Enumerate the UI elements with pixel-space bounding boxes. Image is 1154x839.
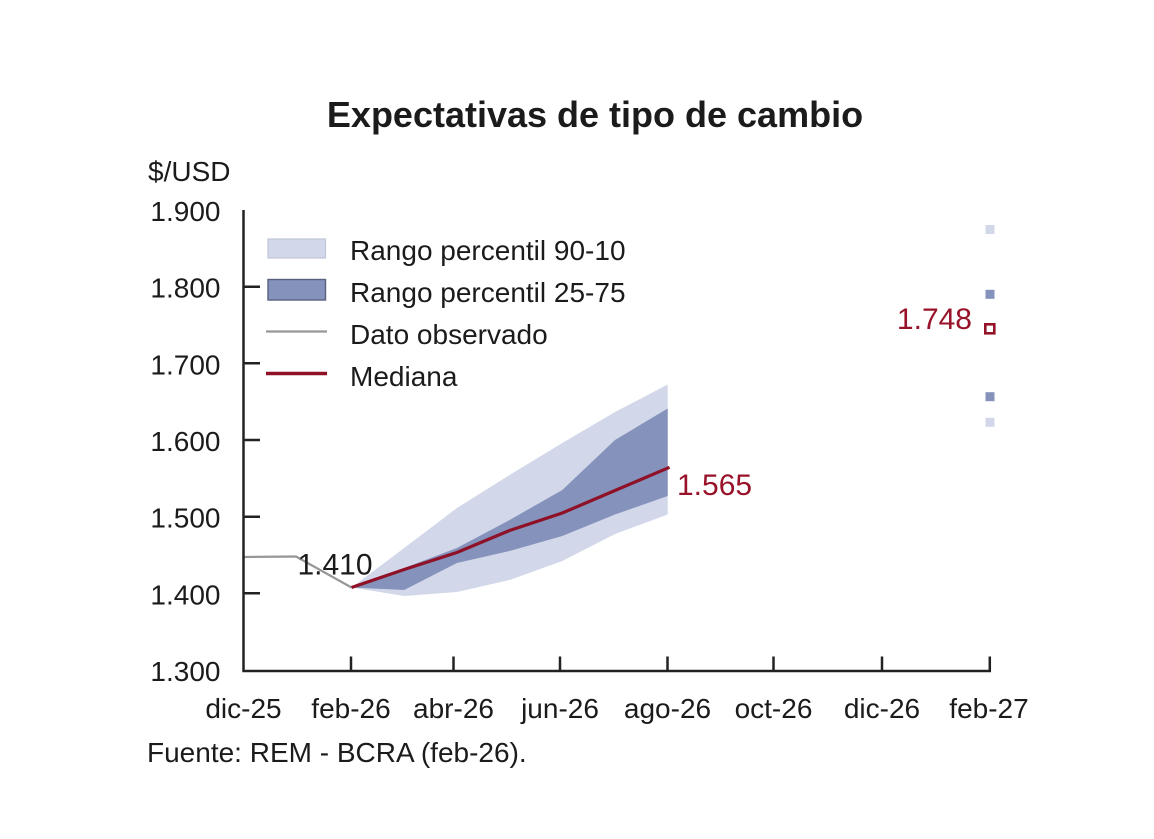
svg-text:dic-25: dic-25 <box>205 693 281 724</box>
svg-text:$/USD: $/USD <box>148 156 230 187</box>
svg-text:ago-26: ago-26 <box>624 693 711 724</box>
svg-text:Rango percentil 90-10: Rango percentil 90-10 <box>350 235 626 266</box>
svg-text:Expectativas de tipo de cambio: Expectativas de tipo de cambio <box>327 94 863 135</box>
svg-text:Mediana: Mediana <box>350 361 458 392</box>
svg-text:Fuente: REM - BCRA (feb-26).: Fuente: REM - BCRA (feb-26). <box>147 737 527 768</box>
svg-text:oct-26: oct-26 <box>735 693 813 724</box>
svg-text:1.565: 1.565 <box>677 469 752 502</box>
svg-text:feb-27: feb-27 <box>949 693 1028 724</box>
svg-text:Rango percentil 25-75: Rango percentil 25-75 <box>350 277 626 308</box>
svg-text:jun-26: jun-26 <box>520 693 599 724</box>
svg-text:1.900: 1.900 <box>150 196 220 227</box>
svg-text:abr-26: abr-26 <box>413 693 494 724</box>
svg-text:1.410: 1.410 <box>297 549 372 582</box>
svg-text:1.400: 1.400 <box>150 579 220 610</box>
svg-text:1.600: 1.600 <box>150 426 220 457</box>
svg-text:dic-26: dic-26 <box>844 693 920 724</box>
svg-text:feb-26: feb-26 <box>311 693 390 724</box>
svg-text:1.300: 1.300 <box>150 656 220 687</box>
svg-text:Dato observado: Dato observado <box>350 319 548 350</box>
svg-text:1.800: 1.800 <box>150 273 220 304</box>
svg-text:1.700: 1.700 <box>150 349 220 380</box>
svg-text:1.500: 1.500 <box>150 503 220 534</box>
svg-text:1.748: 1.748 <box>897 303 972 336</box>
